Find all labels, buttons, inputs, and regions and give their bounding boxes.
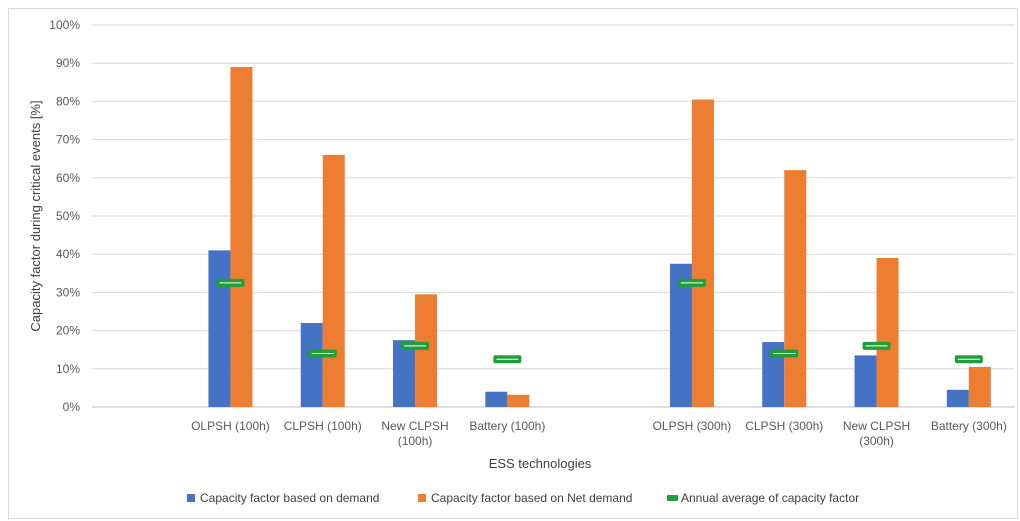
bar-net-demand — [230, 67, 253, 408]
y-tick-label: 30% — [56, 285, 80, 299]
x-tick-label-line: OLPSH (300h) — [653, 419, 732, 433]
bar-demand — [485, 391, 508, 407]
y-tick-label: 100% — [49, 18, 80, 32]
x-tick-label-line: New CLPSH — [381, 419, 448, 433]
x-tick-label-line: Battery (300h) — [931, 419, 1007, 433]
y-axis-title: Capacity factor during critical events [… — [28, 100, 43, 331]
bar-net-demand — [507, 394, 530, 407]
x-tick-label: OLPSH (300h) — [653, 419, 732, 433]
bar-net-demand — [876, 258, 899, 407]
x-tick-label: Battery (300h) — [931, 419, 1007, 433]
bar-demand — [669, 263, 692, 407]
legend-swatch-average — [667, 495, 678, 501]
y-tick-label: 80% — [56, 94, 80, 108]
y-tick-label: 50% — [56, 209, 80, 223]
bar-demand — [854, 355, 877, 407]
bar-demand — [762, 342, 785, 407]
y-tick-label: 0% — [63, 400, 81, 414]
x-tick-label: CLPSH (100h) — [284, 419, 362, 433]
legend-label: Annual average of capacity factor — [681, 491, 859, 505]
y-tick-label: 70% — [56, 133, 80, 147]
x-tick-label: CLPSH (300h) — [745, 419, 823, 433]
bar-net-demand — [415, 294, 438, 407]
x-tick-label: New CLPSH (300h) — [843, 419, 910, 448]
y-tick-label: 90% — [56, 56, 80, 70]
y-tick-label: 40% — [56, 247, 80, 261]
x-tick-label-line: (100h) — [398, 434, 433, 448]
legend-label: Capacity factor based on Net demand — [431, 491, 632, 505]
bar-demand — [208, 250, 231, 407]
x-tick-label-line: OLPSH (100h) — [191, 419, 270, 433]
x-tick-label-line: CLPSH (100h) — [284, 419, 362, 433]
x-tick-label-line: New CLPSH — [843, 419, 910, 433]
legend-swatch-demand — [187, 494, 195, 502]
x-tick-label-line: CLPSH (300h) — [745, 419, 823, 433]
x-tick-label-line: (300h) — [859, 434, 894, 448]
legend-label: Capacity factor based on demand — [200, 491, 379, 505]
x-tick-label-line: Battery (100h) — [469, 419, 545, 433]
bar-demand — [300, 322, 323, 407]
legend-swatch-net-demand — [418, 494, 426, 502]
y-tick-label: 10% — [56, 362, 80, 376]
bar-demand — [393, 340, 416, 407]
x-tick-label: Battery (100h) — [469, 419, 545, 433]
x-tick-label: New CLPSH (100h) — [381, 419, 448, 448]
chart-frame — [8, 8, 1018, 519]
bar-net-demand — [322, 154, 345, 407]
x-tick-label: OLPSH (100h) — [191, 419, 270, 433]
bar-net-demand — [784, 170, 807, 407]
y-tick-label: 20% — [56, 324, 80, 338]
y-tick-label: 60% — [56, 171, 80, 185]
bar-net-demand — [968, 366, 991, 407]
bar-demand — [946, 389, 969, 407]
bar-net-demand — [691, 99, 714, 408]
x-axis-title: ESS technologies — [489, 456, 592, 471]
